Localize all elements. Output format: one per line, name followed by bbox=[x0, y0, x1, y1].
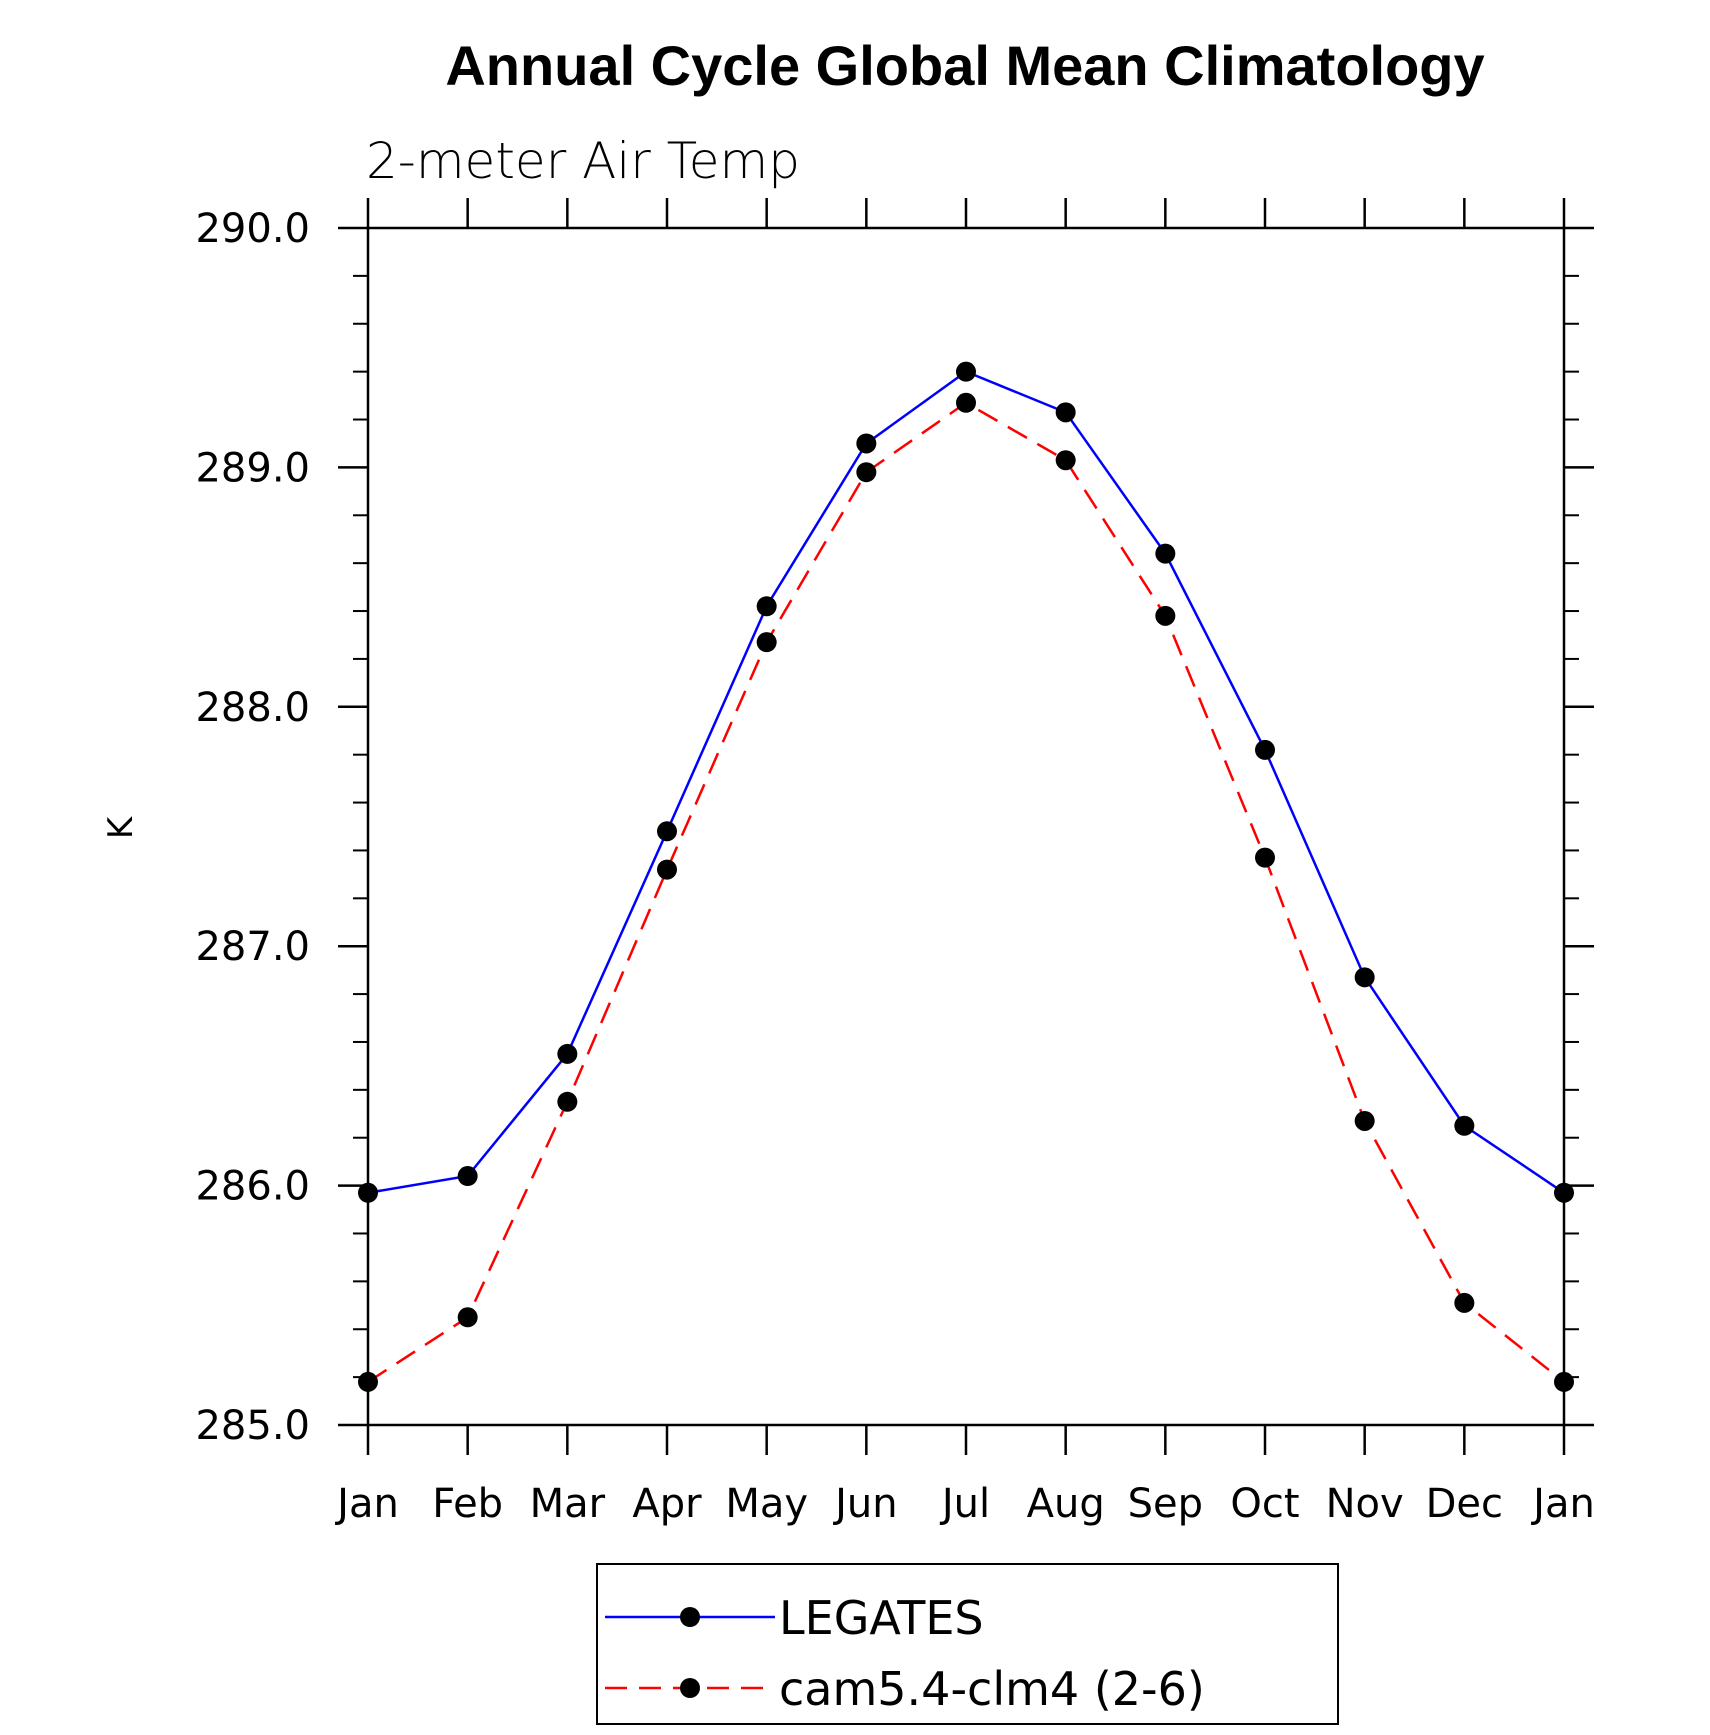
data-point bbox=[657, 821, 677, 842]
legend-label: cam5.4-clm4 (2-6) bbox=[779, 1662, 1205, 1716]
x-tick-label: Sep bbox=[1128, 1481, 1203, 1527]
axis-ticks bbox=[338, 198, 1594, 1455]
data-point bbox=[657, 859, 677, 880]
x-tick-label: Dec bbox=[1426, 1481, 1503, 1527]
legend-marker bbox=[680, 1607, 700, 1627]
y-tick-labels: 285.0 286.0 287.0 288.0 289.0 290.0 bbox=[195, 206, 310, 1449]
legend-label: LEGATES bbox=[779, 1591, 984, 1645]
data-point bbox=[1055, 402, 1076, 423]
x-tick-label: Jun bbox=[832, 1481, 898, 1527]
data-point bbox=[1155, 605, 1176, 626]
data-point bbox=[457, 1307, 478, 1328]
data-point bbox=[756, 596, 777, 617]
data-point bbox=[1255, 847, 1275, 868]
data-point bbox=[1454, 1115, 1475, 1136]
y-tick-label: 290.0 bbox=[195, 206, 310, 252]
data-point bbox=[358, 1182, 378, 1203]
series-line bbox=[367, 401, 1565, 1383]
x-tick-label: Mar bbox=[530, 1481, 606, 1527]
x-tick-label: Jul bbox=[939, 1481, 990, 1527]
y-tick-label: 286.0 bbox=[195, 1164, 310, 1210]
x-tick-label: Aug bbox=[1027, 1481, 1105, 1527]
x-tick-label: Jan bbox=[334, 1481, 399, 1527]
chart-title: Annual Cycle Global Mean Climatology bbox=[445, 34, 1484, 97]
data-point bbox=[557, 1043, 578, 1064]
legend-items: LEGATES cam5.4-clm4 (2-6) bbox=[605, 1591, 1205, 1716]
y-tick-label: 289.0 bbox=[195, 445, 310, 491]
y-tick-label: 287.0 bbox=[195, 924, 310, 970]
data-point bbox=[1354, 967, 1375, 988]
y-tick-label: 285.0 bbox=[195, 1403, 310, 1449]
x-tick-labels: Jan Feb Mar Apr May Jun Jul Aug Sep Oct Nov Dec Jan bbox=[334, 1481, 1595, 1527]
data-point bbox=[1454, 1292, 1475, 1313]
data-point bbox=[358, 1371, 378, 1392]
chart-subtitle: 2-meter Air Temp bbox=[366, 132, 800, 190]
data-point bbox=[1554, 1371, 1574, 1392]
x-tick-label: May bbox=[725, 1481, 808, 1527]
data-point bbox=[557, 1091, 578, 1112]
data-point bbox=[956, 392, 976, 413]
x-tick-label: Feb bbox=[432, 1481, 503, 1527]
data-point bbox=[756, 632, 777, 653]
series-layer bbox=[358, 361, 1574, 1392]
legend-box bbox=[596, 1563, 1339, 1725]
data-point bbox=[1255, 739, 1275, 760]
data-point bbox=[956, 361, 976, 382]
data-point bbox=[1055, 450, 1076, 471]
data-point bbox=[1155, 543, 1176, 564]
series-line bbox=[367, 370, 1565, 1195]
x-tick-label: Nov bbox=[1326, 1481, 1404, 1527]
legend: LEGATES cam5.4-clm4 (2-6) bbox=[596, 1563, 1339, 1725]
data-point bbox=[457, 1166, 478, 1187]
legend-marker bbox=[680, 1678, 700, 1698]
y-tick-label: 288.0 bbox=[195, 685, 310, 731]
data-point bbox=[856, 433, 877, 454]
data-point bbox=[1354, 1110, 1375, 1131]
x-tick-label: Oct bbox=[1230, 1481, 1299, 1527]
data-point bbox=[1554, 1182, 1574, 1203]
x-tick-label: Jan bbox=[1530, 1481, 1595, 1527]
x-tick-label: Apr bbox=[632, 1481, 702, 1527]
y-axis-label: K bbox=[101, 815, 141, 839]
data-point bbox=[856, 462, 877, 483]
